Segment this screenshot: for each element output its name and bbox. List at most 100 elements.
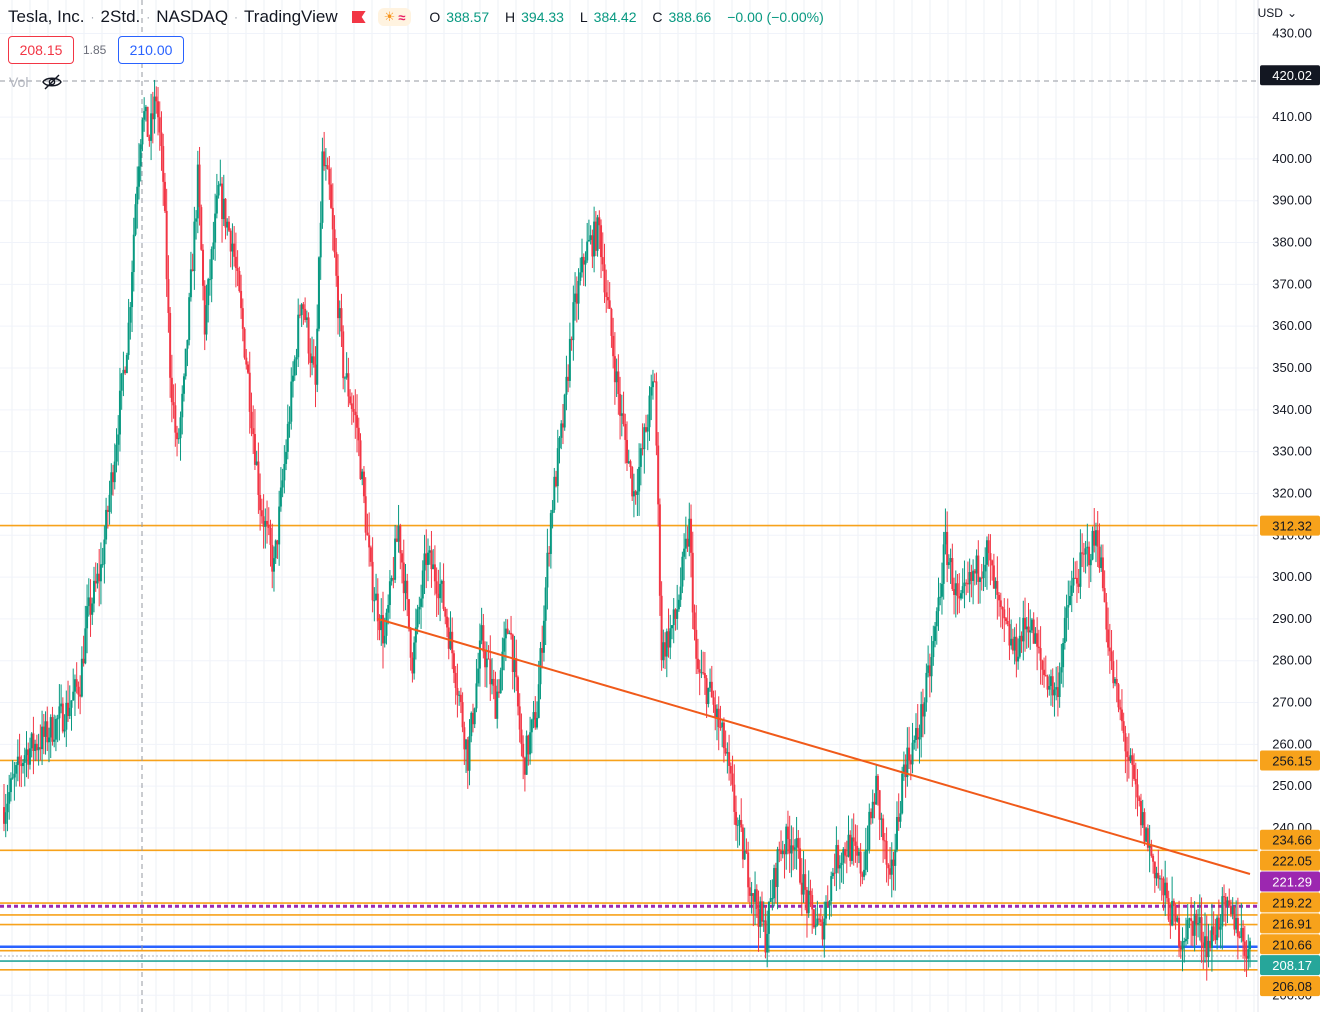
candle (1202, 931, 1205, 970)
candle (1169, 903, 1172, 939)
candle (260, 498, 263, 524)
candle (307, 312, 310, 365)
candle (584, 251, 587, 287)
candle (1053, 682, 1056, 717)
candle (160, 111, 163, 171)
candle (797, 830, 800, 859)
candle (683, 533, 686, 581)
candle (1091, 526, 1094, 561)
eye-off-icon[interactable] (42, 74, 63, 90)
candle (935, 607, 938, 645)
candle (1004, 617, 1007, 625)
session-status-pill[interactable]: ☀ ≈ (377, 8, 412, 26)
candle (925, 663, 928, 712)
candle (141, 117, 144, 152)
candle (731, 755, 734, 792)
candle (760, 891, 763, 927)
candle (1190, 897, 1193, 946)
candle (404, 563, 407, 611)
sun-icon: ☀ (383, 9, 396, 24)
candle (207, 277, 210, 323)
price-tag: 206.08 (1260, 976, 1320, 997)
candle (619, 376, 622, 440)
candle (885, 827, 888, 883)
candle (465, 738, 468, 773)
price-tick-label: 360.00 (1272, 318, 1312, 333)
candle (728, 734, 731, 781)
candle (198, 146, 201, 226)
candle (120, 372, 123, 410)
candle (643, 423, 646, 474)
candle (639, 443, 642, 486)
candle (1010, 619, 1013, 650)
candle (1039, 626, 1042, 685)
candle (911, 722, 914, 774)
candle (331, 183, 334, 251)
candle (56, 714, 59, 743)
candle (755, 884, 758, 918)
candle (807, 870, 810, 918)
candle (1107, 607, 1110, 656)
candle (163, 172, 166, 213)
sell-price-button[interactable]: 208.15 (8, 36, 74, 64)
flag-icon[interactable] (351, 11, 366, 23)
candle (1186, 904, 1189, 945)
candle (1249, 937, 1251, 968)
candle (1044, 655, 1047, 677)
candle (992, 553, 995, 589)
trend-line[interactable] (377, 617, 1251, 875)
low-value: 384.42 (593, 9, 637, 25)
candle (323, 131, 326, 171)
candle (373, 587, 376, 622)
candle (1051, 668, 1054, 707)
candle (979, 576, 982, 604)
candle (49, 714, 52, 759)
candle (248, 351, 251, 434)
candle (461, 692, 464, 733)
candle (565, 355, 568, 411)
candle (632, 473, 635, 518)
candle (991, 559, 994, 581)
candle (179, 411, 182, 461)
candle (189, 251, 192, 302)
candle (916, 704, 919, 749)
candle (182, 373, 185, 402)
candle (241, 298, 244, 342)
symbol-title[interactable]: Tesla, Inc. (8, 7, 85, 26)
candle (1153, 861, 1156, 893)
candle (174, 383, 177, 447)
buy-price-button[interactable]: 210.00 (118, 36, 184, 64)
candle (283, 445, 286, 494)
candle (214, 193, 217, 261)
candle (1018, 617, 1021, 659)
candle (1072, 557, 1075, 593)
candle (200, 204, 203, 251)
candle (536, 701, 539, 730)
candle (184, 348, 187, 380)
candle (767, 901, 770, 953)
candle (390, 575, 393, 586)
candle (366, 513, 369, 536)
candle (113, 443, 116, 490)
candle (840, 852, 843, 883)
candle (582, 253, 585, 286)
candle (221, 177, 224, 243)
interval-label[interactable]: 2Std. (100, 7, 141, 26)
price-tag: 221.29 (1260, 871, 1320, 892)
candle (1231, 897, 1234, 920)
candle (406, 573, 409, 617)
candle (226, 218, 229, 236)
candle (418, 596, 421, 625)
candle (489, 635, 492, 701)
candle (658, 498, 661, 616)
candle (181, 385, 184, 435)
candle (624, 413, 627, 464)
candle (108, 480, 111, 525)
price-tag: 208.17 (1260, 955, 1320, 976)
candle (878, 789, 881, 841)
candle (691, 531, 694, 630)
candle (1027, 602, 1030, 648)
candle (136, 166, 139, 229)
currency-selector[interactable]: USD ⌄ (1257, 6, 1297, 20)
